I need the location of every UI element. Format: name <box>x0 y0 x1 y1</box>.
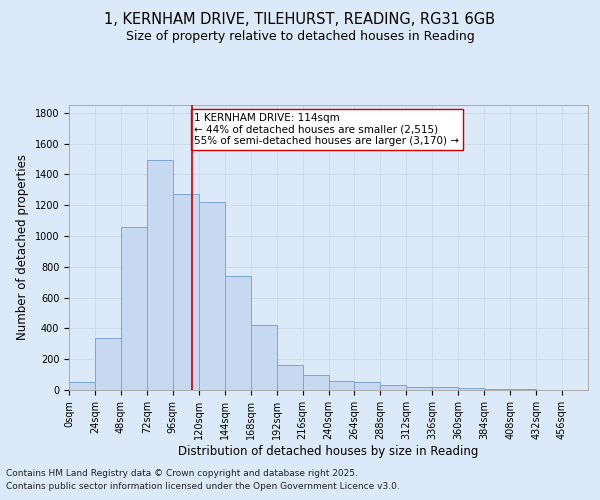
Bar <box>329 381 355 390</box>
Bar <box>121 226 147 390</box>
Bar <box>173 194 199 390</box>
Bar <box>225 276 251 390</box>
Bar <box>69 382 95 390</box>
Text: Contains HM Land Registry data © Crown copyright and database right 2025.: Contains HM Land Registry data © Crown c… <box>6 468 358 477</box>
Bar <box>147 160 173 390</box>
Text: Size of property relative to detached houses in Reading: Size of property relative to detached ho… <box>125 30 475 43</box>
Bar <box>199 202 224 390</box>
Text: Contains public sector information licensed under the Open Government Licence v3: Contains public sector information licen… <box>6 482 400 491</box>
Bar <box>484 389 510 390</box>
Bar <box>510 389 536 390</box>
Bar <box>432 387 458 390</box>
X-axis label: Distribution of detached houses by size in Reading: Distribution of detached houses by size … <box>178 444 479 458</box>
Bar <box>380 386 406 390</box>
Y-axis label: Number of detached properties: Number of detached properties <box>16 154 29 340</box>
Bar <box>251 326 277 390</box>
Bar <box>277 366 302 390</box>
Text: 1 KERNHAM DRIVE: 114sqm
← 44% of detached houses are smaller (2,515)
55% of semi: 1 KERNHAM DRIVE: 114sqm ← 44% of detache… <box>194 112 460 146</box>
Bar <box>355 382 380 390</box>
Text: 1, KERNHAM DRIVE, TILEHURST, READING, RG31 6GB: 1, KERNHAM DRIVE, TILEHURST, READING, RG… <box>104 12 496 28</box>
Bar <box>406 387 432 390</box>
Bar <box>302 374 329 390</box>
Bar <box>95 338 121 390</box>
Bar <box>458 388 484 390</box>
